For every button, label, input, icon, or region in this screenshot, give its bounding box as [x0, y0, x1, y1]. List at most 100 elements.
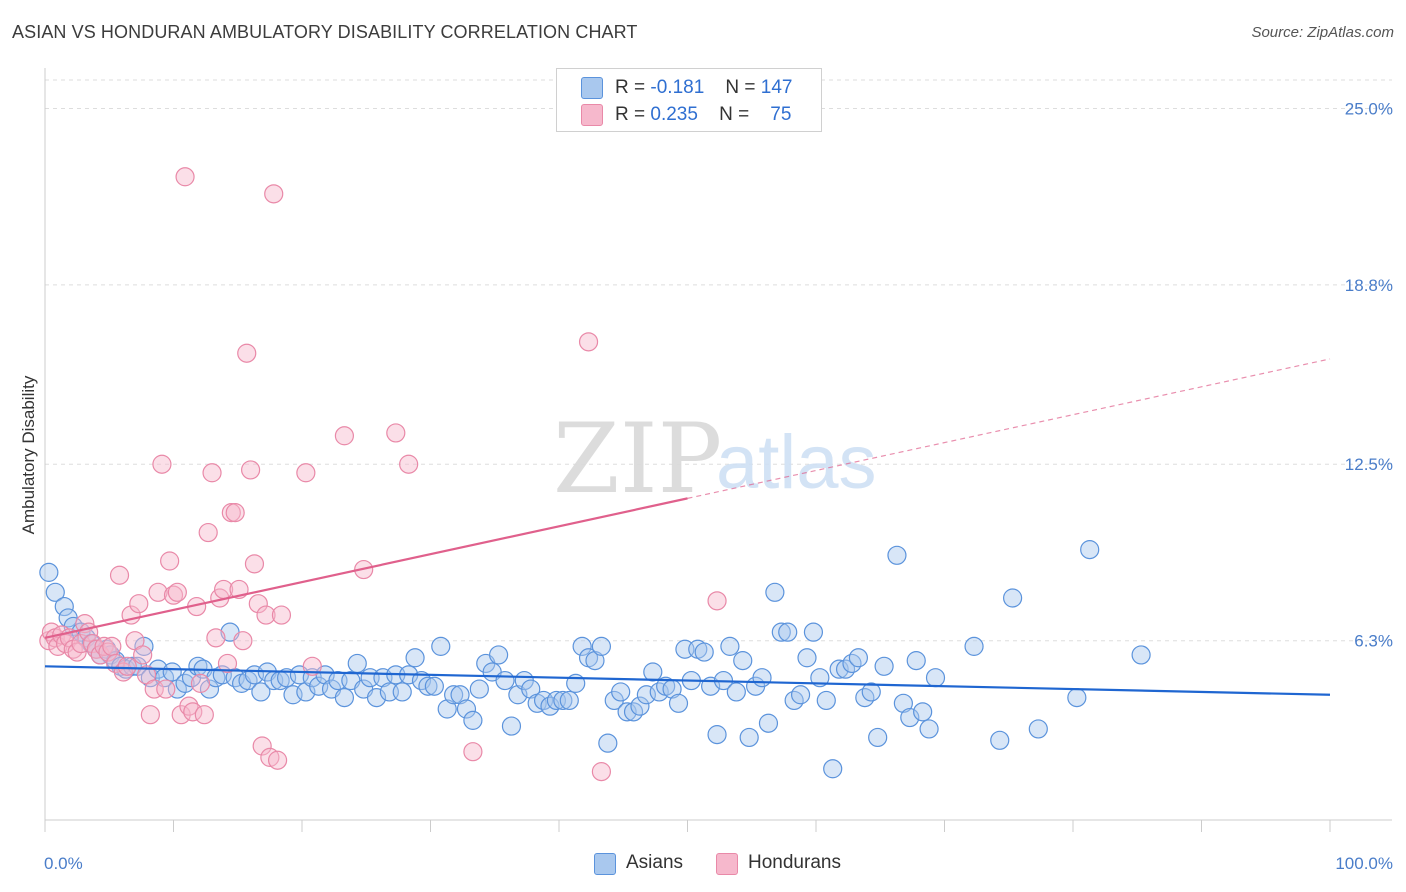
honduran-point: [198, 522, 218, 543]
asian-point: [251, 682, 271, 702]
axes: [44, 68, 1392, 832]
honduran-point: [237, 343, 257, 363]
asian-point: [906, 651, 926, 671]
y-tick-label: 12.5%: [1345, 455, 1393, 474]
asian-point: [1003, 588, 1023, 608]
chart-title: ASIAN VS HONDURAN AMBULATORY DISABILITY …: [12, 22, 638, 42]
asian-point: [591, 636, 612, 656]
x-tick-labels: 0.0% 100.0%: [44, 854, 1393, 873]
asian-point: [925, 668, 946, 688]
honduran-point: [260, 747, 280, 767]
asian-point: [463, 710, 483, 730]
honduran-point: [241, 460, 261, 480]
y-tick-label: 18.8%: [1345, 276, 1393, 295]
correlation-legend: R = -0.181 N = 147 R = 0.235 N = 75: [556, 68, 822, 132]
asian-point: [868, 727, 888, 748]
asian-point: [964, 636, 984, 656]
asian-point: [778, 622, 798, 642]
y-tick-label: 25.0%: [1345, 99, 1393, 118]
honduran-point: [256, 605, 276, 625]
y-tick-labels: 6.3% 12.5% 18.8% 25.0%: [1345, 99, 1393, 650]
honduran-points: [39, 167, 727, 782]
honduran-point: [117, 656, 137, 676]
asian-legend-label: Asians: [626, 852, 684, 873]
honduran-point: [194, 705, 214, 725]
y-tick-label: 6.3%: [1354, 632, 1393, 651]
asian-point: [456, 699, 477, 719]
asian-swatch: [581, 77, 603, 99]
asian-point: [919, 719, 939, 739]
honduran-point: [707, 591, 727, 611]
asian-point: [861, 682, 881, 702]
asian-point: [1028, 719, 1048, 739]
honduran-point: [244, 554, 265, 574]
watermark: ZIP atlas: [553, 403, 877, 515]
asian-point: [347, 653, 367, 674]
asian-point: [816, 690, 836, 711]
asian-point: [585, 651, 605, 671]
asian-point: [598, 733, 618, 753]
asian-legend-swatch: [594, 853, 616, 875]
asian-point: [469, 679, 489, 699]
asian-point: [405, 648, 425, 668]
honduran-trend-extension: [687, 358, 1331, 499]
legend-n-value: 147: [760, 77, 793, 98]
asian-points: [39, 540, 1151, 779]
legend-n-label: N =: [725, 77, 756, 98]
honduran-point: [102, 636, 122, 656]
asian-point: [392, 682, 412, 702]
asian-trend-line: [44, 665, 1331, 696]
asian-point: [668, 693, 689, 713]
honduran-point: [183, 702, 203, 722]
asian-point: [424, 676, 444, 696]
legend-r-value: -0.181: [650, 77, 705, 98]
honduran-point: [190, 673, 211, 693]
asian-point: [707, 725, 727, 745]
honduran-point: [271, 605, 292, 625]
asian-point: [720, 636, 740, 656]
asian-point: [450, 685, 470, 705]
honduran-point: [296, 463, 316, 483]
asian-point: [893, 693, 913, 713]
honduran-legend-swatch: [716, 853, 738, 875]
honduran-point: [206, 628, 226, 648]
asian-point: [572, 636, 592, 656]
honduran-point: [160, 551, 180, 571]
asian-point: [501, 716, 522, 736]
asian-point: [887, 545, 907, 565]
asian-point: [752, 668, 772, 688]
honduran-point: [264, 184, 284, 204]
asian-point: [803, 622, 824, 642]
asian-point: [495, 670, 515, 691]
asian-point: [334, 688, 355, 708]
asian-point: [771, 622, 791, 642]
asian-point: [848, 648, 869, 668]
honduran-point: [217, 653, 238, 674]
asian-point: [437, 699, 457, 719]
honduran-point: [148, 582, 168, 602]
asian-point: [758, 713, 779, 733]
x-tick-label: 0.0%: [44, 854, 83, 873]
honduran-point: [302, 656, 322, 676]
honduran-point: [156, 679, 176, 699]
asian-point: [694, 642, 714, 662]
honduran-point: [463, 742, 483, 762]
asian-point: [611, 682, 631, 702]
y-axis-label: Ambulatory Disability: [19, 375, 38, 534]
asian-point: [733, 651, 753, 671]
asian-point: [54, 596, 74, 617]
honduran-point: [334, 426, 355, 446]
x-tick-label: 100.0%: [1335, 854, 1393, 873]
honduran-point: [167, 582, 187, 602]
honduran-point: [248, 594, 268, 614]
honduran-point: [140, 705, 160, 725]
asian-point: [630, 696, 650, 716]
honduran-point: [144, 679, 164, 699]
honduran-point: [129, 594, 149, 614]
watermark-zip: ZIP: [553, 403, 722, 515]
asian-point: [489, 645, 509, 665]
honduran-legend-label: Hondurans: [748, 852, 841, 873]
asian-point: [45, 582, 65, 602]
asian-point: [797, 648, 817, 668]
legend-n-value: 75: [770, 104, 792, 125]
